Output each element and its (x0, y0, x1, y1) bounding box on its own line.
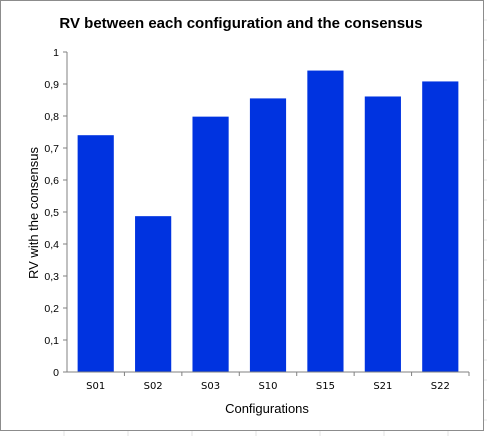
y-tick-label: 0,9 (44, 79, 59, 91)
y-tick-label: 0 (53, 367, 59, 379)
bar-s03 (192, 116, 229, 372)
x-tick-label: S01 (86, 381, 105, 392)
y-tick-label: 0,5 (44, 207, 59, 219)
y-tick-label: 0,4 (44, 239, 59, 251)
bar-s02 (135, 216, 172, 372)
y-tick-label: 0,7 (44, 143, 59, 155)
x-tick-label: S21 (373, 381, 392, 392)
x-tick-label: S22 (431, 381, 450, 392)
x-tick-label: S10 (258, 381, 277, 392)
y-tick-label: 0,3 (44, 271, 59, 283)
y-tick-label: 0,1 (44, 335, 59, 347)
y-tick-label: 0,2 (44, 303, 59, 315)
x-tick-label: S15 (316, 381, 335, 392)
x-tick-label: S03 (201, 381, 220, 392)
bar-s21 (364, 96, 401, 372)
x-axis-title: Configurations (225, 401, 309, 416)
x-axis-ticks: S01 S02 S03 S10 S15 S21 S22 (86, 372, 470, 392)
y-tick-label: 1 (53, 47, 59, 59)
bar-s10 (249, 98, 287, 373)
y-axis-title: RV with the consensus (26, 147, 41, 279)
y-axis-ticks: 0 0,1 0,2 0,3 0,4 0,5 0,6 0,7 0,8 0,9 1 (44, 47, 67, 379)
bar-series (77, 70, 459, 373)
chart-title: RV between each configuration and the co… (59, 15, 422, 32)
bar-s22 (422, 81, 459, 372)
bar-s01 (77, 135, 114, 372)
y-tick-label: 0,6 (44, 175, 59, 187)
y-tick-label: 0,8 (44, 111, 59, 123)
x-tick-label: S02 (144, 381, 163, 392)
bar-s15 (307, 70, 344, 372)
